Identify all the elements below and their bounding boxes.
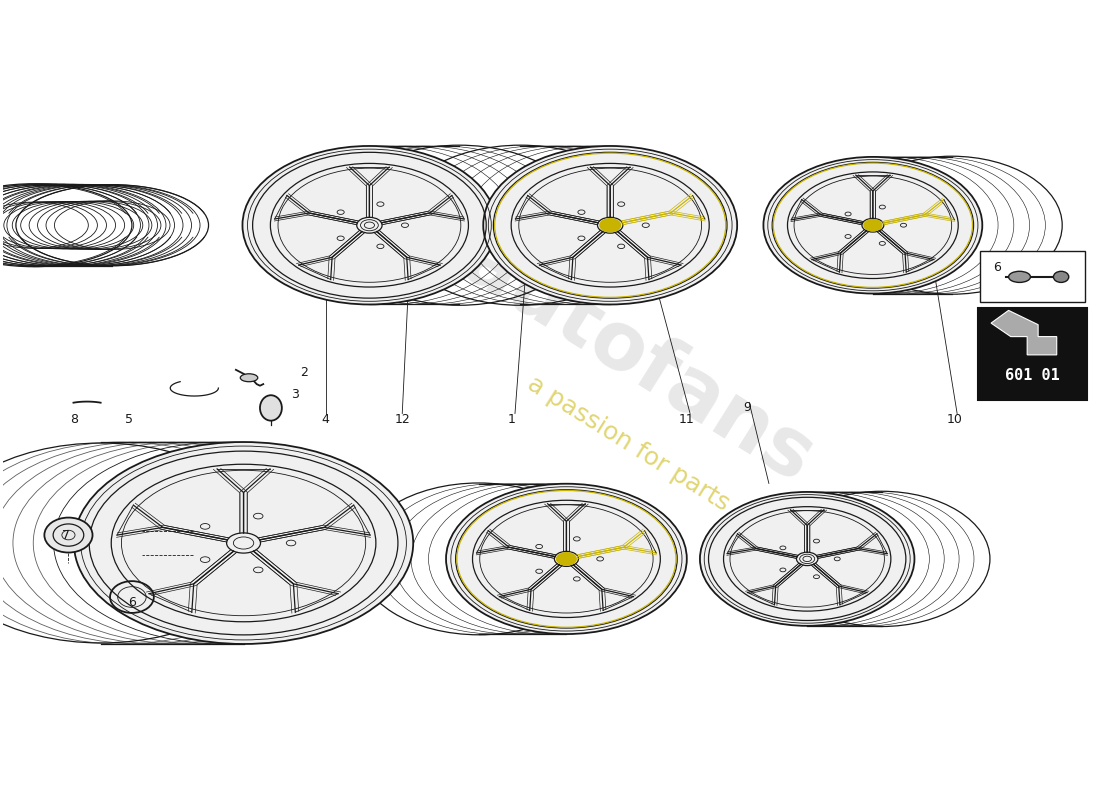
- Circle shape: [44, 518, 92, 553]
- Text: 9: 9: [744, 402, 751, 414]
- Ellipse shape: [700, 492, 914, 626]
- Ellipse shape: [600, 219, 620, 231]
- Ellipse shape: [557, 553, 576, 565]
- Text: 11: 11: [679, 414, 695, 426]
- Text: 10: 10: [947, 414, 962, 426]
- Ellipse shape: [1009, 271, 1031, 282]
- Text: 601 01: 601 01: [1005, 367, 1060, 382]
- FancyBboxPatch shape: [980, 251, 1086, 302]
- Text: 7: 7: [63, 529, 70, 542]
- Ellipse shape: [865, 220, 881, 230]
- Text: 4: 4: [321, 414, 330, 426]
- Text: 6: 6: [993, 261, 1001, 274]
- Text: 3: 3: [292, 388, 299, 401]
- Text: autofans: autofans: [447, 221, 828, 499]
- Polygon shape: [991, 310, 1057, 355]
- Ellipse shape: [74, 442, 414, 644]
- Ellipse shape: [483, 146, 737, 305]
- Ellipse shape: [260, 395, 282, 421]
- Text: 5: 5: [124, 414, 133, 426]
- Ellipse shape: [446, 484, 686, 634]
- Circle shape: [1054, 271, 1069, 282]
- Text: 8: 8: [70, 414, 78, 426]
- Ellipse shape: [763, 157, 982, 294]
- Text: 12: 12: [395, 414, 410, 426]
- Ellipse shape: [240, 374, 257, 382]
- Text: 1: 1: [508, 414, 516, 426]
- Ellipse shape: [242, 146, 496, 305]
- Text: 6: 6: [128, 596, 136, 609]
- Text: a passion for parts since: a passion for parts since: [522, 372, 796, 555]
- Text: 2: 2: [300, 366, 308, 378]
- FancyBboxPatch shape: [978, 308, 1088, 400]
